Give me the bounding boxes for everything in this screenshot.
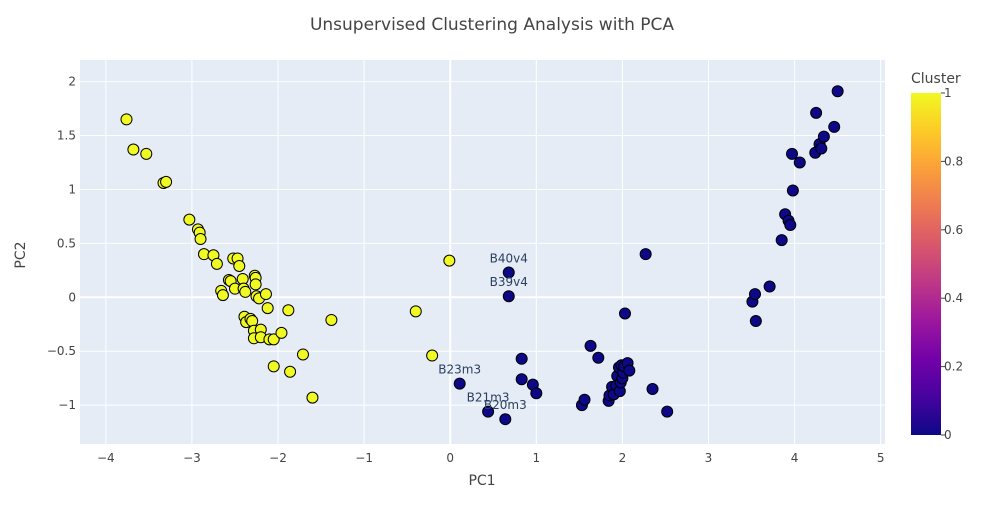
- colorbar-tick-label: 0.2: [944, 360, 963, 374]
- cluster-0-point[interactable]: [578, 393, 591, 406]
- y-tick-label: 0.5: [57, 236, 76, 250]
- point-annotation: B21m3: [467, 391, 510, 405]
- cluster-1-point[interactable]: [443, 254, 456, 267]
- cluster-0-point[interactable]: [763, 280, 776, 293]
- x-tick-label: 3: [705, 451, 713, 465]
- x-axis-label: PC1: [468, 473, 495, 489]
- cluster-0-point[interactable]: [817, 130, 830, 143]
- cluster-1-point[interactable]: [296, 348, 309, 361]
- cluster-1-point[interactable]: [306, 391, 319, 404]
- x-tick-label: −1: [355, 451, 373, 465]
- point-annotation: B40v4: [490, 251, 528, 265]
- y-tick-label: 2: [68, 75, 76, 89]
- cluster-1-point[interactable]: [325, 313, 338, 326]
- cluster-0-point[interactable]: [584, 339, 597, 352]
- colorbar-title: Cluster: [911, 71, 961, 87]
- cluster-0-point[interactable]: [515, 352, 528, 365]
- cluster-1-point[interactable]: [233, 260, 246, 273]
- cluster-0-point[interactable]: [453, 377, 466, 390]
- cluster-0-point[interactable]: [639, 248, 652, 261]
- cluster-0-point[interactable]: [815, 142, 828, 155]
- cluster-0-point[interactable]: [661, 405, 674, 418]
- cluster-1-point[interactable]: [409, 305, 422, 318]
- point-annotation: B23m3: [438, 363, 481, 377]
- cluster-1-point[interactable]: [275, 326, 288, 339]
- x-tick-labels: −4 −3 −2 −1 0 1 2 3 4 5: [97, 451, 885, 465]
- colorbar-tick-label: 0: [944, 428, 952, 442]
- colorbar: [911, 93, 941, 435]
- cluster-0-point[interactable]: [749, 315, 762, 328]
- cluster-1-point[interactable]: [210, 257, 223, 270]
- cluster-1-point[interactable]: [216, 289, 229, 302]
- cluster-0-point[interactable]: [786, 147, 799, 160]
- cluster-1-point[interactable]: [194, 233, 207, 246]
- cluster-1-point[interactable]: [261, 302, 274, 315]
- colorbar-tick-label: 0.8: [944, 154, 963, 168]
- y-axis-label: PC2: [13, 241, 29, 268]
- y-tick-label: 0: [68, 290, 76, 304]
- cluster-1-point[interactable]: [160, 175, 173, 188]
- cluster-1-point[interactable]: [284, 365, 297, 378]
- point-annotation: B20m3: [484, 398, 527, 412]
- x-tick-label: 0: [446, 451, 454, 465]
- cluster-0-point[interactable]: [786, 184, 799, 197]
- point-annotation: B39v4: [490, 275, 528, 289]
- cluster-0-point[interactable]: [775, 234, 788, 247]
- x-tick-label: −2: [269, 451, 287, 465]
- x-tick-label: 2: [619, 451, 627, 465]
- cluster-1-point[interactable]: [140, 147, 153, 160]
- cluster-1-point[interactable]: [183, 213, 196, 226]
- y-tick-label: 1: [68, 182, 76, 196]
- cluster-0-point[interactable]: [623, 364, 636, 377]
- y-tick-label: −0.5: [47, 344, 76, 358]
- x-tick-label: −4: [97, 451, 115, 465]
- cluster-0-point[interactable]: [646, 382, 659, 395]
- cluster-0-point[interactable]: [530, 387, 543, 400]
- cluster-0-point[interactable]: [748, 288, 761, 301]
- y-tick-label: 1.5: [57, 129, 76, 143]
- cluster-1-point[interactable]: [239, 285, 252, 298]
- chart-title: Unsupervised Clustering Analysis with PC…: [310, 15, 674, 35]
- x-tick-label: −3: [183, 451, 201, 465]
- cluster-1-point[interactable]: [249, 278, 262, 291]
- colorbar-tick-label: 1: [944, 86, 952, 100]
- cluster-0-point[interactable]: [515, 373, 528, 386]
- x-tick-label: 4: [791, 451, 799, 465]
- cluster-1-point[interactable]: [259, 288, 272, 301]
- cluster-1-point[interactable]: [282, 304, 295, 317]
- cluster-1-point[interactable]: [426, 349, 439, 362]
- cluster-0-point[interactable]: [618, 307, 631, 320]
- cluster-1-point[interactable]: [267, 360, 280, 373]
- data-points: [120, 85, 844, 426]
- cluster-1-point[interactable]: [127, 143, 140, 156]
- grid: [80, 60, 885, 444]
- cluster-0-point[interactable]: [502, 290, 515, 303]
- cluster-0-point[interactable]: [784, 219, 797, 232]
- cluster-0-point[interactable]: [482, 405, 495, 418]
- colorbar-tick-label: 0.4: [944, 291, 963, 305]
- cluster-1-point[interactable]: [120, 113, 133, 126]
- y-tick-label: −1: [58, 398, 76, 412]
- colorbar-tick-labels: 0 0.2 0.4 0.6 0.8 1: [941, 86, 963, 442]
- cluster-0-point[interactable]: [810, 106, 823, 119]
- y-tick-labels: −1 −0.5 0 0.5 1 1.5 2: [47, 75, 76, 413]
- x-tick-label: 1: [532, 451, 540, 465]
- cluster-0-point[interactable]: [502, 266, 515, 279]
- cluster-0-point[interactable]: [831, 85, 844, 98]
- cluster-1-point[interactable]: [246, 315, 259, 328]
- cluster-0-point[interactable]: [499, 413, 512, 426]
- x-tick-label: 5: [877, 451, 885, 465]
- colorbar-tick-label: 0.6: [944, 223, 963, 237]
- cluster-0-point[interactable]: [828, 120, 841, 133]
- cluster-0-point[interactable]: [592, 351, 605, 364]
- cluster-0-point[interactable]: [793, 156, 806, 169]
- cluster-1-point[interactable]: [267, 333, 280, 346]
